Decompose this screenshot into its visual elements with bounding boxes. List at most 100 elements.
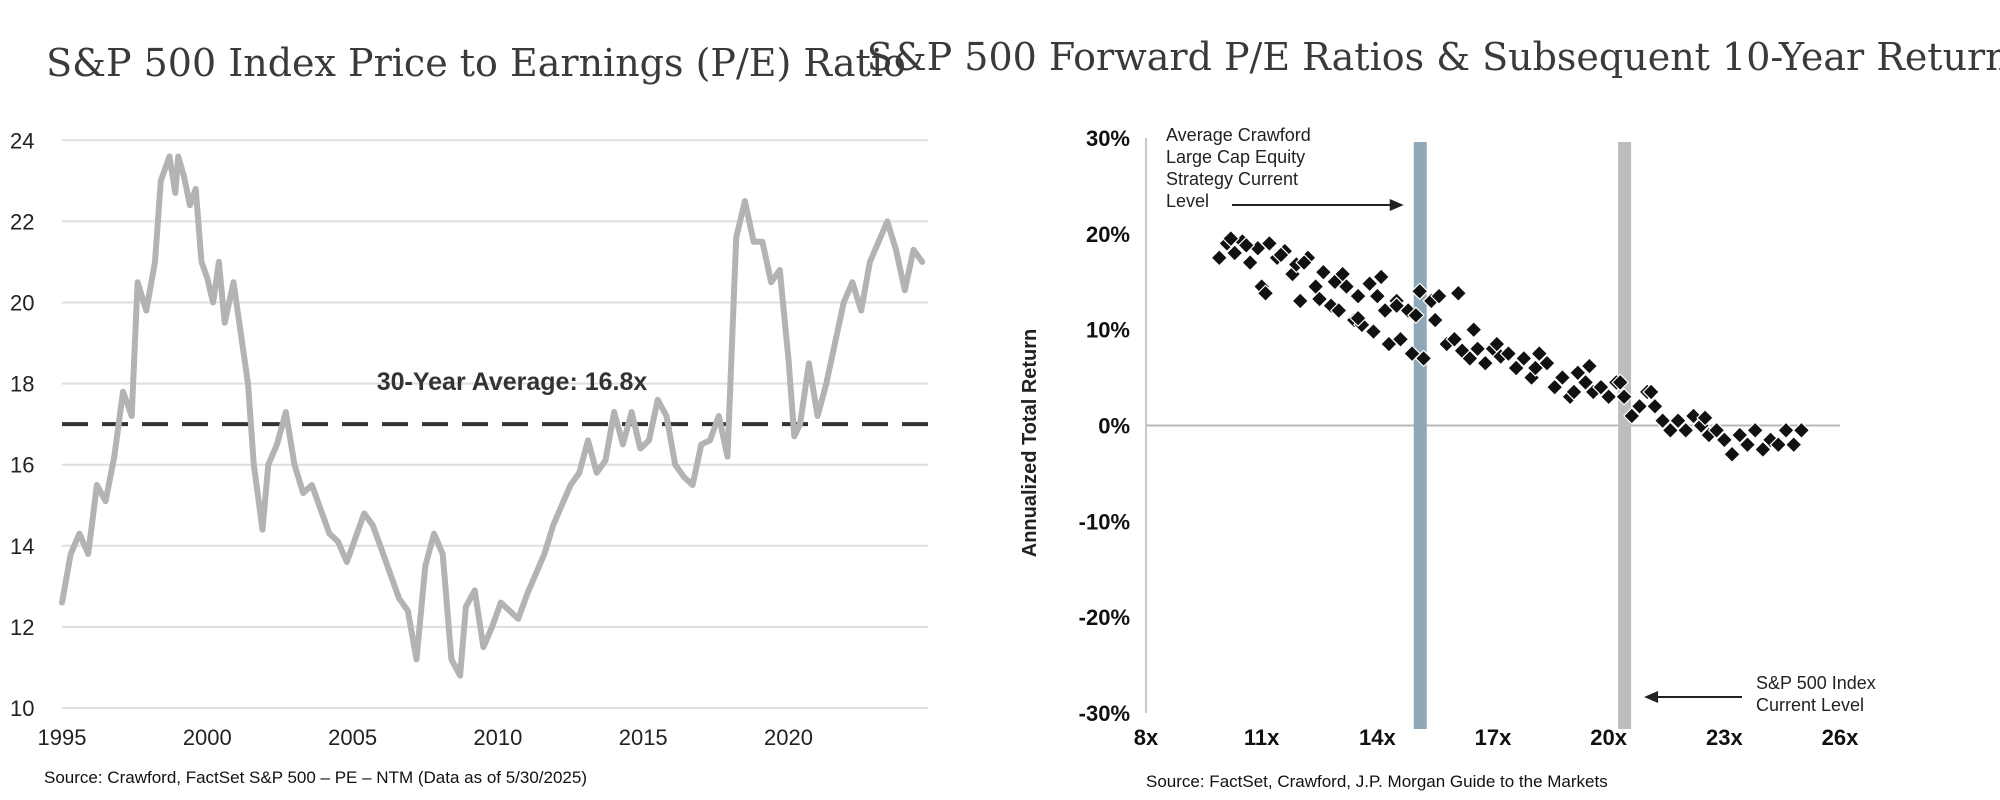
forward-pe-scatter-chart: S&P 500 Forward P/E Ratios & Subsequent … xyxy=(867,35,2000,791)
crawford-arrowhead-icon xyxy=(1389,199,1404,211)
scatter-point xyxy=(1221,229,1240,248)
crawford-level-band xyxy=(1413,142,1427,729)
left-y-tick-label: 16 xyxy=(10,453,34,478)
scatter-point xyxy=(1738,435,1757,454)
right-x-tick-label: 11x xyxy=(1244,725,1280,750)
scatter-point xyxy=(1407,306,1425,325)
scatter-point xyxy=(1707,421,1726,440)
scatter-point xyxy=(1468,339,1487,358)
scatter-point xyxy=(1526,359,1545,377)
left-x-tick-label: 2020 xyxy=(764,725,813,750)
scatter-point xyxy=(1410,282,1429,301)
scatter-points xyxy=(1210,229,1811,464)
scatter-point xyxy=(1769,435,1788,454)
scatter-point xyxy=(1661,421,1680,440)
scatter-point xyxy=(1565,383,1583,401)
scatter-point xyxy=(1615,387,1633,406)
right-x-tick-label: 17x xyxy=(1475,725,1512,750)
right-y-tick-label: -30% xyxy=(1079,701,1130,726)
scatter-point xyxy=(1592,378,1610,397)
scatter-point xyxy=(1349,309,1367,328)
scatter-point xyxy=(1364,322,1383,341)
left-y-tick-label: 20 xyxy=(10,290,34,315)
scatter-point xyxy=(1754,440,1772,459)
left-y-tick-label: 12 xyxy=(10,615,34,640)
right-y-tick-label: -20% xyxy=(1079,605,1130,630)
scatter-point xyxy=(1642,383,1660,401)
scatter-point xyxy=(1715,431,1734,449)
scatter-point xyxy=(1622,407,1641,425)
left-y-tick-label: 22 xyxy=(10,209,34,234)
right-y-tick-label: 20% xyxy=(1086,222,1130,247)
scatter-point xyxy=(1746,421,1765,440)
right-x-tick-label: 20x xyxy=(1590,725,1627,750)
scatter-point xyxy=(1256,284,1275,303)
right-x-tick-label: 23x xyxy=(1706,725,1743,750)
scatter-point xyxy=(1349,287,1367,305)
scatter-point xyxy=(1464,320,1483,339)
sp500-level-band xyxy=(1618,142,1632,729)
left-y-tick-label: 14 xyxy=(10,534,34,559)
scatter-point xyxy=(1777,421,1795,440)
scatter-point xyxy=(1430,287,1448,305)
right-y-axis-ticks: 30% 20% 10% 0% -10% -20% -30% xyxy=(1079,126,1130,726)
sp500-annotation-label: S&P 500 Index Current Level xyxy=(1756,673,1876,715)
left-y-tick-label: 18 xyxy=(10,372,34,397)
scatter-point xyxy=(1225,244,1244,262)
scatter-point xyxy=(1372,268,1391,286)
scatter-point xyxy=(1360,274,1379,293)
left-x-axis-ticks: 1995 2000 2005 2010 2015 2020 xyxy=(38,725,813,750)
scatter-point xyxy=(1514,349,1533,368)
left-chart-title: S&P 500 Index Price to Earnings (P/E) Ra… xyxy=(46,41,906,85)
right-x-axis-ticks: 8x 11x 14x 17x 20x 23x 26x xyxy=(1134,725,1859,750)
thirty-year-average-label: 30-Year Average: 16.8x xyxy=(377,368,648,396)
scatter-point xyxy=(1322,296,1340,315)
scatter-point xyxy=(1580,357,1599,375)
scatter-point xyxy=(1260,234,1279,253)
scatter-point xyxy=(1387,296,1406,315)
scatter-point xyxy=(1530,344,1549,363)
scatter-point xyxy=(1295,253,1313,272)
scatter-point xyxy=(1646,397,1664,416)
scatter-point xyxy=(1576,373,1595,392)
scatter-point xyxy=(1445,330,1464,349)
right-y-tick-label: 0% xyxy=(1098,414,1130,439)
scatter-point xyxy=(1684,407,1703,425)
scatter-point xyxy=(1237,236,1256,255)
scatter-point xyxy=(1507,359,1525,377)
pe-ratio-line-chart: S&P 500 Index Price to Earnings (P/E) Ra… xyxy=(10,41,928,787)
left-x-tick-label: 2005 xyxy=(328,725,377,750)
scatter-point xyxy=(1696,408,1714,427)
scatter-point xyxy=(1553,368,1572,387)
scatter-point xyxy=(1310,290,1329,308)
scatter-point xyxy=(1476,354,1495,373)
scatter-point xyxy=(1210,248,1229,267)
right-y-tick-label: -10% xyxy=(1079,509,1130,534)
scatter-point xyxy=(1784,435,1803,454)
scatter-point xyxy=(1449,284,1468,303)
scatter-point xyxy=(1241,253,1259,272)
right-x-tick-label: 14x xyxy=(1359,725,1396,750)
scatter-point xyxy=(1314,263,1333,282)
right-y-tick-label: 30% xyxy=(1086,126,1130,151)
left-y-tick-label: 10 xyxy=(10,696,34,721)
right-x-tick-label: 8x xyxy=(1134,725,1159,750)
scatter-point xyxy=(1568,363,1587,382)
left-source-note: Source: Crawford, FactSet S&P 500 – PE –… xyxy=(44,768,587,787)
scatter-point xyxy=(1676,421,1695,440)
scatter-point xyxy=(1414,349,1433,368)
scatter-point xyxy=(1599,387,1618,406)
right-source-note: Source: FactSet, Crawford, J.P. Morgan G… xyxy=(1146,772,1608,791)
scatter-point xyxy=(1368,287,1387,305)
scatter-point xyxy=(1499,344,1518,363)
left-x-tick-label: 1995 xyxy=(38,725,87,750)
scatter-point xyxy=(1426,311,1445,329)
scatter-point xyxy=(1611,373,1630,392)
scatter-point xyxy=(1391,330,1410,349)
left-gridlines xyxy=(62,139,928,709)
right-chart-title: S&P 500 Forward P/E Ratios & Subsequent … xyxy=(867,35,2000,79)
scatter-point xyxy=(1291,292,1310,310)
scatter-point xyxy=(1792,421,1811,440)
scatter-point xyxy=(1461,349,1479,368)
scatter-point xyxy=(1329,301,1348,320)
